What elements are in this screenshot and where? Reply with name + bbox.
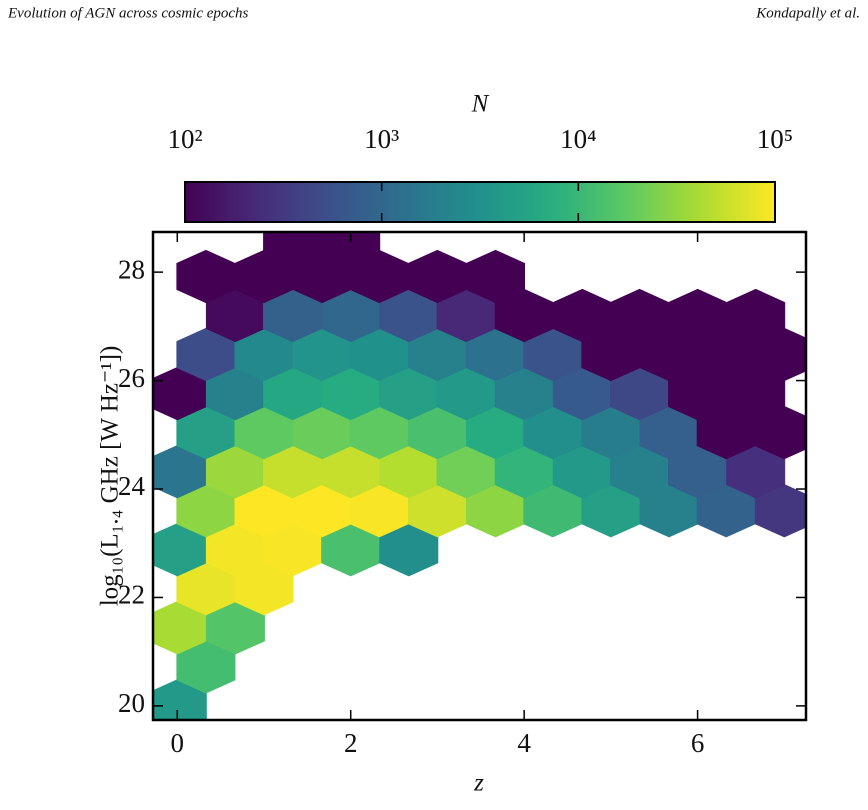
running-header-left: Evolution of AGN across cosmic epochs [7,5,249,21]
colorbar [184,181,776,223]
colorbar-tick-label: 10⁵ [757,124,793,154]
hexbin-cell [263,232,323,265]
x-axis-label: z [473,770,484,797]
x-tick-label: 4 [517,728,531,758]
colorbar-tick-label: 10⁴ [560,124,596,154]
hexbin-cell [726,288,786,343]
colorbar-tick-label: 10² [167,124,202,154]
y-axis-label: log₁₀(L₁.₄ GHz [W Hz⁻¹]) [97,346,124,607]
y-tick-label: 22 [118,580,145,610]
hexbin-cell [321,232,381,265]
x-tick-label: 6 [691,728,705,758]
plot-frame [151,230,808,722]
hexbin-cell [465,249,526,304]
y-tick-label: 20 [118,688,145,718]
colorbar-label: N [471,91,490,118]
y-tick-label: 24 [118,471,146,501]
y-tick-label: 26 [118,363,145,393]
running-header-right: Kondapally et al. [755,5,860,21]
hexbin-layer [153,232,806,720]
x-tick-label: 2 [344,728,358,758]
colorbar-tick-label: 10³ [364,124,399,154]
x-tick-label: 0 [171,728,185,758]
y-tick-label: 28 [118,254,145,284]
